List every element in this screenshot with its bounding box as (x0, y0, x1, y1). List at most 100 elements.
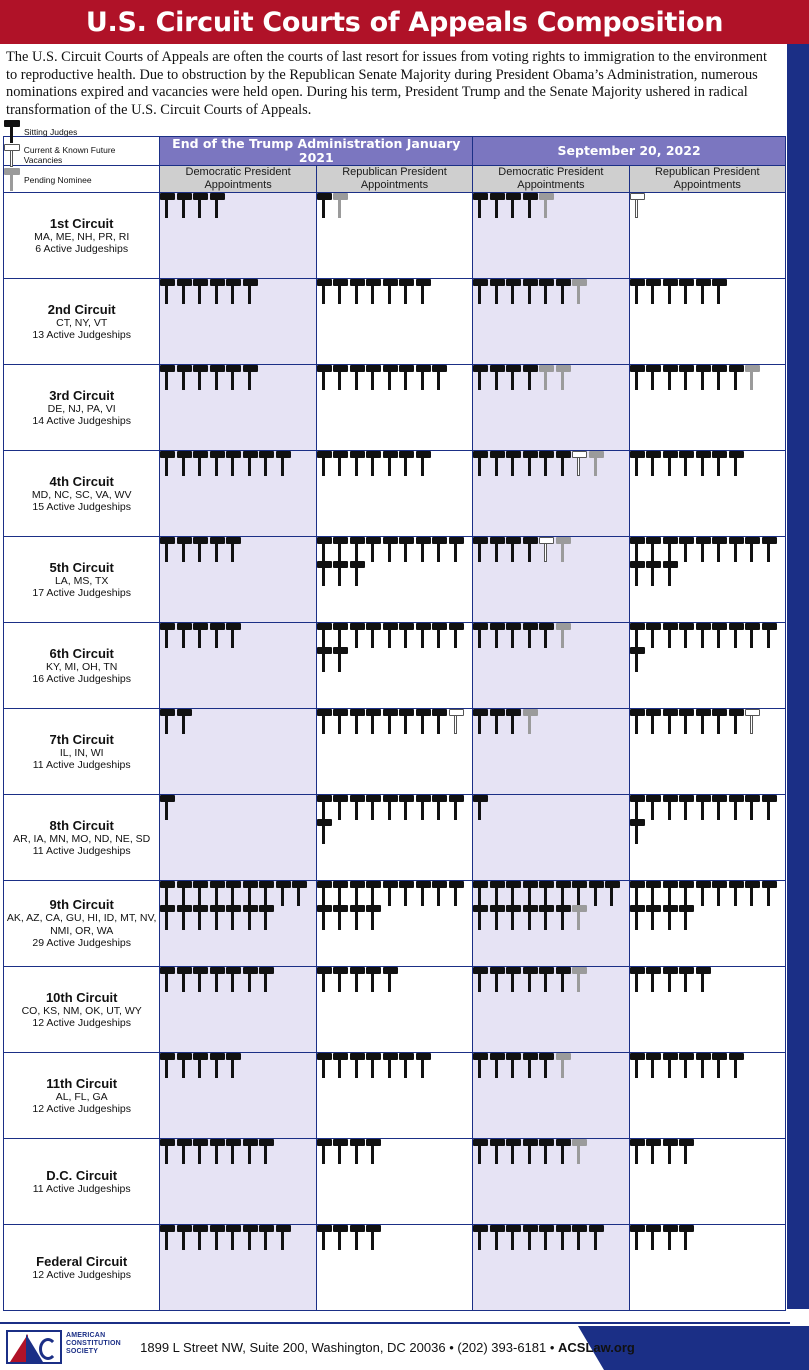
gavel-handle (321, 648, 325, 672)
cell-rep-2022 (628, 880, 787, 967)
cell-dem-2021 (159, 450, 317, 537)
gavel-handle (511, 452, 515, 476)
gavel-icon-black (522, 279, 538, 304)
gavel-icon-black (506, 709, 522, 734)
footer-address-text: 1899 L Street NW, Suite 200, Washington,… (140, 1339, 559, 1355)
gavel-handle (717, 280, 721, 304)
circuit-judgeships: 14 Active Judgeships (32, 415, 132, 427)
gavel-icon-black (316, 967, 332, 992)
gavel-head (382, 1053, 398, 1060)
gavel-handle (165, 1140, 169, 1164)
gavel-icon-white (4, 144, 20, 167)
footer-site-link[interactable]: ACSLaw.org (558, 1339, 635, 1355)
cell-rep-2022 (628, 192, 787, 279)
circuit-judgeships: 12 Active Judgeships (32, 1268, 132, 1281)
gavel-handle (181, 710, 185, 734)
gavel-icon-black (539, 1225, 555, 1250)
gavel-icon-black (629, 1053, 645, 1078)
cell-rep-2021 (315, 1052, 474, 1139)
gavel-handle (321, 820, 325, 844)
gavel-icon-black (292, 881, 308, 906)
gavel-icon-black (382, 795, 398, 820)
gavel-head (316, 1139, 332, 1146)
gavel-handle (165, 538, 169, 562)
cell-rep-2022 (628, 1052, 787, 1139)
gavel-head (662, 623, 678, 630)
gavel-icon-black (432, 795, 448, 820)
gavel-handle (231, 906, 235, 930)
gavel-icon-black (333, 451, 349, 476)
gavel-head (679, 967, 695, 974)
gavel-handle (181, 194, 185, 218)
gavel-head (489, 623, 505, 630)
gavel-head (160, 623, 176, 630)
gavel-handle (321, 710, 325, 734)
gavel-icon-black (366, 881, 382, 906)
gavel-handle (478, 882, 482, 906)
gavel-icon-black (415, 365, 431, 390)
gavel-icon-black (473, 279, 489, 304)
gavel-icon-black (712, 451, 728, 476)
gavel-head (316, 647, 332, 654)
gavel-icon-black (522, 905, 538, 930)
gavel-field (629, 451, 785, 476)
gavel-head (160, 967, 176, 974)
gavel-head (679, 709, 695, 716)
gavel-head (679, 1053, 695, 1060)
gavel-head (745, 881, 761, 888)
gavel-icon-black (316, 647, 332, 672)
gavel-head (629, 623, 645, 630)
gavel-icon-gray (333, 193, 349, 218)
gavel-head (432, 623, 448, 630)
gavel-icon-black (366, 967, 382, 992)
gavel-handle (667, 366, 671, 390)
gavel-head (712, 279, 728, 286)
acs-logo-line: AMERICAN (66, 1332, 106, 1339)
gavel-icon-black (448, 795, 464, 820)
gavel-icon-black (160, 905, 176, 930)
gavel-field (160, 623, 315, 648)
gavel-icon-black (333, 365, 349, 390)
gavel-icon-black (432, 709, 448, 734)
gavel-head (605, 881, 621, 888)
gavel-icon-black (382, 1053, 398, 1078)
gavel-handle (544, 906, 548, 930)
gavel-icon-black (646, 881, 662, 906)
gavel-handle (700, 882, 704, 906)
gavel-head (226, 1225, 242, 1232)
gavel-icon-black (679, 365, 695, 390)
gavel-head (489, 279, 505, 286)
gavel-head (646, 795, 662, 802)
gavel-handle (651, 710, 655, 734)
gavel-head (349, 881, 365, 888)
gavel-icon-black (333, 537, 349, 562)
table-row: Federal Circuit 12 Active Judgeships (2, 1224, 787, 1311)
gavel-icon-black (259, 881, 275, 906)
gavel-handle (165, 906, 169, 930)
gavel-handle (354, 366, 358, 390)
gavel-handle (420, 538, 424, 562)
gavel-icon-black (712, 795, 728, 820)
gavel-field (629, 1139, 785, 1164)
gavel-handle (387, 968, 391, 992)
gavel-handle (181, 1054, 185, 1078)
subheader-rep-2022: Republican President Appointments (628, 165, 787, 193)
gavel-handle (717, 452, 721, 476)
gavel-icon-black (316, 881, 332, 906)
gavel-head (209, 365, 225, 372)
gavel-handle (494, 1140, 498, 1164)
gavel-icon-black (176, 193, 192, 218)
gavel-handle (511, 968, 515, 992)
gavel-field (160, 193, 315, 218)
gavel-handle (165, 882, 169, 906)
cell-rep-2022 (628, 1224, 787, 1311)
gavel-head (432, 881, 448, 888)
gavel-head (572, 279, 588, 286)
gavel-head (4, 120, 20, 127)
gavel-head (555, 537, 571, 544)
gavel-icon-black (539, 905, 555, 930)
gavel-icon-black (506, 905, 522, 930)
gavel-handle (338, 710, 342, 734)
gavel-icon-black (193, 1225, 209, 1250)
gavel-head (539, 1225, 555, 1232)
